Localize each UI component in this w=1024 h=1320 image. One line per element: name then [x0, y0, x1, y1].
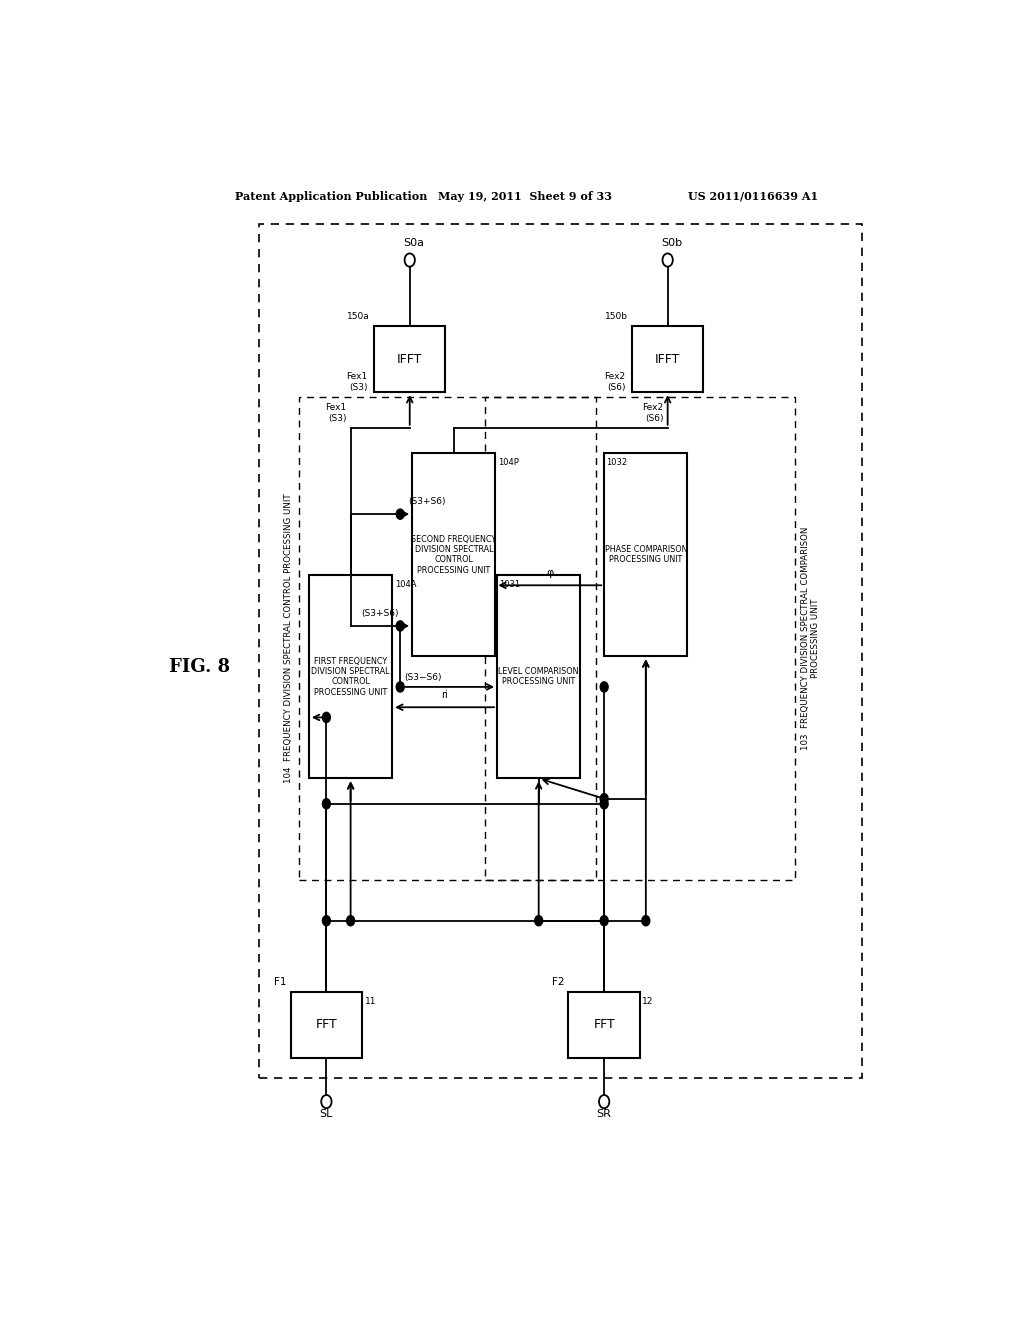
Bar: [497, 576, 581, 779]
Text: Fex1
(S3): Fex1 (S3): [346, 372, 368, 392]
Text: S0b: S0b: [662, 238, 682, 248]
Text: 1032: 1032: [606, 458, 628, 467]
Circle shape: [323, 713, 331, 722]
Text: May 19, 2011  Sheet 9 of 33: May 19, 2011 Sheet 9 of 33: [438, 190, 611, 202]
Text: F2: F2: [552, 977, 564, 987]
Bar: [374, 326, 445, 392]
Text: SR: SR: [597, 1109, 611, 1119]
Text: IFFT: IFFT: [397, 352, 423, 366]
Circle shape: [600, 793, 608, 804]
Text: 104A: 104A: [394, 581, 416, 589]
Circle shape: [404, 253, 415, 267]
Circle shape: [663, 253, 673, 267]
Text: FIRST FREQUENCY
DIVISION SPECTRAL
CONTROL
PROCESSING UNIT: FIRST FREQUENCY DIVISION SPECTRAL CONTRO…: [311, 656, 390, 697]
Circle shape: [642, 916, 650, 925]
Bar: [309, 576, 392, 779]
Text: 103  FREQUENCY DIVISION SPECTRAL COMPARISON
PROCESSING UNIT: 103 FREQUENCY DIVISION SPECTRAL COMPARIS…: [801, 527, 820, 750]
Text: FIG. 8: FIG. 8: [169, 657, 230, 676]
Bar: [259, 224, 862, 1078]
Text: (S3−S6): (S3−S6): [404, 673, 441, 682]
Circle shape: [600, 682, 608, 692]
Text: LEVEL COMPARISON
PROCESSING UNIT: LEVEL COMPARISON PROCESSING UNIT: [499, 667, 579, 686]
Text: Fex1
(S3): Fex1 (S3): [326, 404, 347, 422]
Text: US 2011/0116639 A1: US 2011/0116639 A1: [688, 190, 818, 202]
Circle shape: [599, 1096, 609, 1109]
Text: 150b: 150b: [605, 312, 628, 321]
Text: Fex2
(S6): Fex2 (S6): [604, 372, 626, 392]
Bar: [291, 991, 362, 1057]
Text: PHASE COMPARISON
PROCESSING UNIT: PHASE COMPARISON PROCESSING UNIT: [604, 545, 687, 565]
Text: 12: 12: [642, 997, 653, 1006]
Circle shape: [396, 620, 404, 631]
Circle shape: [323, 916, 331, 925]
Text: 104P: 104P: [498, 458, 519, 467]
Bar: [485, 397, 795, 880]
Circle shape: [396, 682, 404, 692]
Text: 104  FREQUENCY DIVISION SPECTRAL CONTROL PROCESSING UNIT: 104 FREQUENCY DIVISION SPECTRAL CONTROL …: [284, 494, 293, 784]
Text: SECOND FREQUENCY
DIVISION SPECTRAL
CONTROL
PROCESSING UNIT: SECOND FREQUENCY DIVISION SPECTRAL CONTR…: [412, 535, 497, 576]
Bar: [632, 326, 703, 392]
Bar: [604, 453, 687, 656]
Circle shape: [535, 916, 543, 925]
Circle shape: [322, 1096, 332, 1109]
Bar: [568, 991, 640, 1057]
Text: Fex2
(S6): Fex2 (S6): [642, 404, 664, 422]
Circle shape: [347, 916, 354, 925]
Text: Patent Application Publication: Patent Application Publication: [236, 190, 427, 202]
Text: φ: φ: [546, 568, 554, 578]
Bar: [299, 397, 596, 880]
Circle shape: [600, 916, 608, 925]
Text: ri: ri: [441, 690, 449, 700]
Text: FFT: FFT: [593, 1019, 615, 1031]
Text: IFFT: IFFT: [655, 352, 680, 366]
Text: (S3+S6): (S3+S6): [361, 609, 398, 618]
Circle shape: [396, 510, 404, 519]
Text: FFT: FFT: [315, 1019, 337, 1031]
Bar: [412, 453, 496, 656]
Circle shape: [323, 799, 331, 809]
Text: 150a: 150a: [347, 312, 370, 321]
Text: (S3+S6): (S3+S6): [409, 498, 445, 506]
Circle shape: [600, 799, 608, 809]
Text: SL: SL: [319, 1109, 333, 1119]
Text: 11: 11: [365, 997, 376, 1006]
Text: F1: F1: [274, 977, 287, 987]
Text: 1031: 1031: [500, 581, 520, 589]
Text: S0a: S0a: [403, 238, 424, 248]
